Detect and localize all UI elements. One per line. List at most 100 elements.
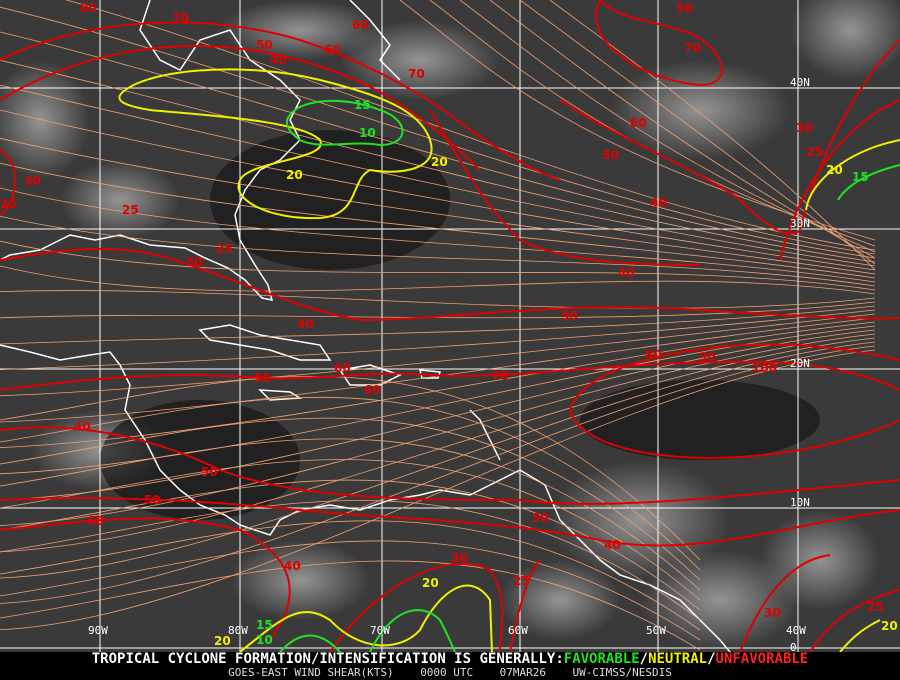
unfavorable-shear-contour bbox=[739, 554, 831, 652]
unfavorable-shear-contour bbox=[595, 0, 723, 87]
streamline bbox=[0, 341, 876, 579]
streamline bbox=[0, 375, 701, 561]
favorable-shear-contour bbox=[286, 100, 404, 147]
unfavorable-contour-label: 30 bbox=[24, 174, 41, 188]
unfavorable-shear-contour bbox=[569, 409, 900, 459]
streamline bbox=[0, 459, 701, 601]
neutral-shear-contour bbox=[118, 68, 433, 220]
unfavorable-contour-label: 25 bbox=[0, 197, 17, 211]
streamline bbox=[0, 337, 876, 553]
unfavorable-contour-label: 60 bbox=[324, 43, 341, 57]
legend-neutral: NEUTRAL bbox=[648, 651, 708, 667]
streamline bbox=[0, 500, 701, 621]
streamline bbox=[0, 540, 701, 641]
unfavorable-contour-label: 40 bbox=[650, 196, 667, 210]
grid-labels: 90W 80W 70W 60W 50W 40W 40N 30N 20N 10N 0 bbox=[88, 76, 810, 652]
unfavorable-contour-label: 40 bbox=[284, 559, 301, 573]
unfavorable-contour-label: 60 bbox=[364, 383, 381, 397]
legend-favorable: FAVORABLE bbox=[563, 651, 640, 667]
favorability-legend: TROPICAL CYCLONE FORMATION/INTENSIFICATI… bbox=[0, 652, 900, 667]
unfavorable-contour-label: 25 bbox=[806, 145, 823, 159]
streamline bbox=[0, 240, 876, 291]
unfavorable-contour-label: 70 bbox=[492, 369, 509, 383]
unfavorable-contour-label: 90 bbox=[699, 350, 716, 364]
product-time: 0000 UTC bbox=[420, 666, 474, 679]
unfavorable-contour-label: 40 bbox=[604, 538, 621, 552]
cloud-patch bbox=[0, 60, 90, 180]
favorable-shear-contour bbox=[279, 634, 341, 652]
legend-separator: / bbox=[707, 651, 716, 667]
unfavorable-shear-contour bbox=[809, 589, 900, 652]
cloud-patch bbox=[640, 550, 800, 650]
unfavorable-shear-contour bbox=[429, 109, 701, 266]
cloud-patch bbox=[500, 560, 620, 640]
streamline bbox=[0, 290, 876, 309]
streamline bbox=[0, 84, 876, 267]
unfavorable-shear-contour bbox=[0, 360, 900, 391]
unfavorable-contour-label: 40 bbox=[74, 420, 91, 434]
shear-contours bbox=[0, 0, 900, 652]
unfavorable-contour-label: 60 bbox=[334, 361, 351, 375]
streamline bbox=[0, 109, 876, 271]
favorable-contour-label: 15 bbox=[256, 618, 273, 632]
unfavorable-shear-contour bbox=[0, 45, 481, 171]
unfavorable-contour-label: 50 bbox=[201, 465, 218, 479]
unfavorable-shear-contour bbox=[559, 39, 900, 235]
cloud-patch bbox=[790, 0, 900, 80]
neutral-shear-contour bbox=[839, 619, 881, 652]
coastline bbox=[349, 0, 401, 81]
streamline bbox=[0, 305, 876, 345]
unfavorable-shear-contour bbox=[0, 21, 561, 181]
unfavorable-contour-label: 70 bbox=[172, 11, 189, 25]
unfavorable-contour-label: 30 bbox=[186, 255, 203, 269]
product-date: 07MAR26 bbox=[499, 666, 547, 679]
streamline bbox=[459, 0, 876, 253]
streamline bbox=[0, 162, 876, 279]
streamline bbox=[489, 0, 876, 259]
longitude-label: 80W bbox=[228, 624, 248, 637]
neutral-contour-label: 20 bbox=[214, 634, 231, 648]
unfavorable-contour-label: 50 bbox=[144, 493, 161, 507]
longitude-label: 40W bbox=[786, 624, 806, 637]
streamline bbox=[0, 215, 876, 287]
streamline bbox=[399, 0, 876, 241]
streamline bbox=[0, 59, 876, 263]
clear-region bbox=[580, 380, 820, 460]
neutral-contour-label: 20 bbox=[881, 619, 898, 633]
unfavorable-shear-contour bbox=[569, 343, 900, 411]
cloud-patch bbox=[760, 510, 880, 610]
cloud-patch bbox=[610, 60, 790, 160]
unfavorable-contour-label: 25 bbox=[216, 242, 233, 256]
legend-prefix: TROPICAL CYCLONE FORMATION/INTENSIFICATI… bbox=[91, 651, 564, 667]
streamline bbox=[0, 317, 876, 423]
unfavorable-shear-contour bbox=[0, 497, 900, 547]
unfavorable-contour-label: 60 bbox=[87, 514, 104, 528]
favorable-shear-contour bbox=[837, 164, 900, 201]
coastline bbox=[469, 409, 501, 461]
coastline bbox=[338, 364, 402, 386]
unfavorable-shear-contour bbox=[0, 247, 900, 322]
unfavorable-shear-contour bbox=[509, 559, 541, 652]
neutral-shear-contour bbox=[805, 139, 900, 211]
neutral-contour-label: 20 bbox=[286, 168, 303, 182]
latitude-label: 0 bbox=[790, 641, 797, 652]
product-name: GOES-EAST WIND SHEAR(KTS) bbox=[228, 666, 394, 679]
cloud-patch bbox=[220, 0, 380, 60]
streamline bbox=[0, 137, 876, 275]
unfavorable-shear-contour bbox=[0, 149, 16, 216]
unfavorable-contour-label: 60 bbox=[352, 18, 369, 32]
unfavorable-contour-label: 60 bbox=[630, 116, 647, 130]
streamline bbox=[429, 0, 876, 247]
favorable-contour-label: 15 bbox=[354, 98, 371, 112]
cloud-patch bbox=[550, 460, 730, 580]
unfavorable-shear-contour bbox=[329, 562, 504, 652]
unfavorable-shear-contour bbox=[0, 517, 291, 641]
cloud-imagery bbox=[0, 0, 900, 650]
streamline bbox=[0, 325, 876, 475]
latitude-label: 20N bbox=[790, 357, 810, 370]
product-info: GOES-EAST WIND SHEAR(KTS) 0000 UTC 07MAR… bbox=[0, 667, 900, 679]
streamline bbox=[0, 345, 876, 604]
